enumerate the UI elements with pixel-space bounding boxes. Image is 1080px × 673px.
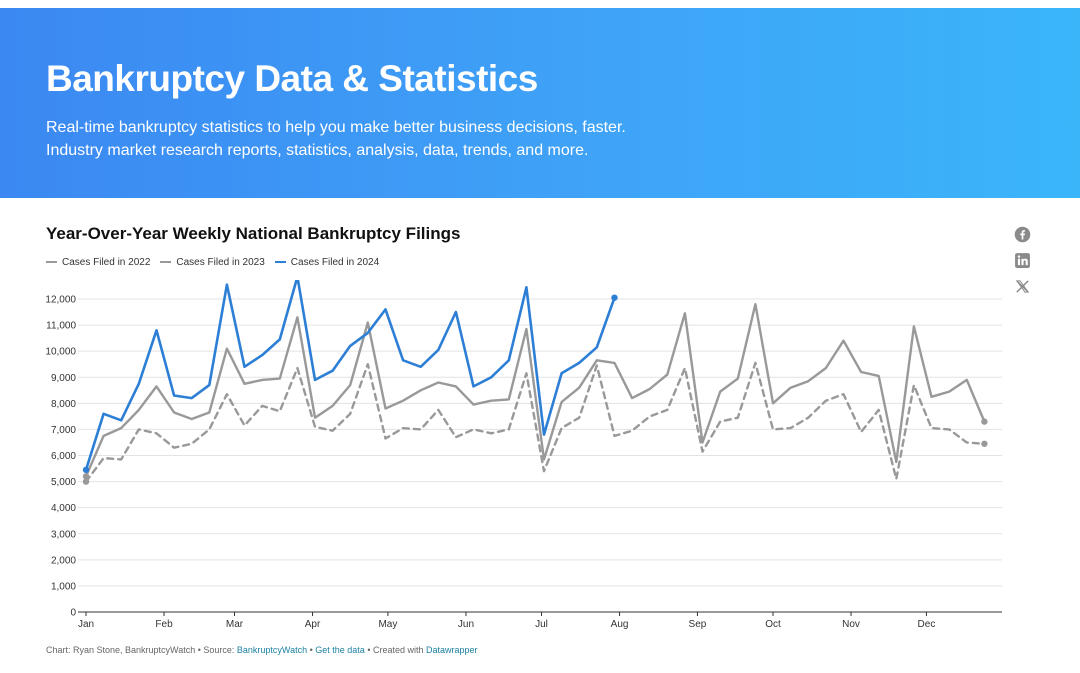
chart-legend: Cases Filed in 2022 Cases Filed in 2023 … [46,255,389,269]
legend-label-2024: Cases Filed in 2024 [290,256,380,268]
series-end-point-2022 [981,440,988,447]
y-tick-label: 1,000 [51,581,76,592]
y-tick-label: 5,000 [51,477,76,488]
social-share-bar [1013,226,1031,304]
footer-separator-2: • Created with [364,645,426,655]
x-icon[interactable] [1014,278,1031,295]
series-line-2022 [84,361,986,483]
x-tick-label-apr: Apr [305,619,321,630]
x-tick-label-nov: Nov [842,619,860,630]
series-start-point-2023 [82,473,90,480]
legend-item-2022: Cases Filed in 2022 [46,257,150,268]
y-tick-label: 4,000 [51,503,76,514]
x-tick-label-aug: Aug [611,619,629,630]
series-start-point-2024 [82,466,90,474]
legend-label-2023: Cases Filed in 2023 [176,256,265,268]
series-end-point-2023 [981,418,988,425]
facebook-icon[interactable] [1014,226,1031,243]
legend-swatch-2024 [274,261,286,263]
series-start-point-2022 [82,478,90,485]
y-tick-label: 12,000 [45,295,76,306]
x-tick-label-sep: Sep [689,619,707,630]
x-tick-label-may: May [378,619,397,630]
y-tick-label: 8,000 [51,399,76,410]
bankruptcy-line-chart: 0 1,000 2,000 3,000 4,000 5,000 6,000 7,000 8,00… [45,280,1002,630]
y-tick-label: 9,000 [51,373,76,384]
source-link[interactable]: BankruptcyWatch [236,645,308,655]
x-tick-label-feb: Feb [155,619,173,630]
x-tick-label-jul: Jul [535,619,548,630]
page-title: Bankruptcy Data & Statistics [46,58,538,99]
y-tick-label: 10,000 [45,347,76,358]
series-end-point-2024 [611,294,618,301]
x-tick-label-jun: Jun [458,619,474,630]
hero-banner: Bankruptcy Data & Statistics Real-time b… [0,8,1080,198]
chart-title: Year-Over-Year Weekly National Bankruptc… [46,224,461,243]
get-the-data-link[interactable]: Get the data [315,645,365,655]
page-subtitle: Real-time bankruptcy statistics to help … [46,116,626,162]
x-tick-label-dec: Dec [918,619,936,630]
y-tick-label: 11,000 [46,321,76,332]
subtitle-line-2: Industry market research reports, statis… [46,142,589,159]
legend-swatch-2023 [160,261,172,263]
footer-prefix: Chart: Ryan Stone, BankruptcyWatch • Sou… [46,645,237,655]
legend-item-2023: Cases Filed in 2023 [160,256,265,268]
series-line-2024 [84,280,616,472]
series-line-2023 [84,303,986,478]
datawrapper-link[interactable]: Datawrapper [426,645,478,655]
y-tick-label: 2,000 [51,555,76,566]
subtitle-line-1: Real-time bankruptcy statistics to help … [46,119,626,136]
y-tick-label: 3,000 [51,529,76,540]
x-tick-label-mar: Mar [226,619,244,630]
x-tick-label-jan: Jan [78,619,94,630]
y-tick-label: 7,000 [51,425,76,436]
legend-label-2022: Cases Filed in 2022 [62,256,151,268]
footer-separator-1: • [307,645,316,655]
chart-footer: Chart: Ryan Stone, BankruptcyWatch • Sou… [46,645,478,655]
x-tick-label-oct: Oct [765,619,781,630]
y-tick-label: 0 [70,608,76,619]
legend-swatch-2022 [46,261,57,263]
legend-item-2024: Cases Filed in 2024 [274,256,380,268]
y-tick-label: 6,000 [51,451,76,462]
linkedin-icon[interactable] [1014,252,1031,269]
